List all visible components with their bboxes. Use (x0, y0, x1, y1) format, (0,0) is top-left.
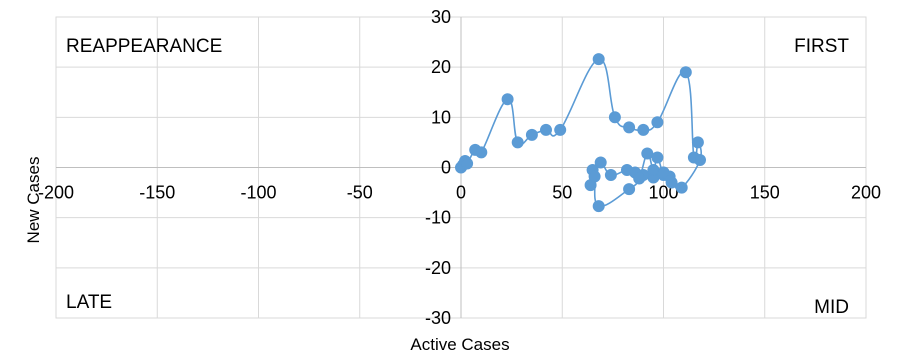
y-tick-label-1: -20 (425, 258, 451, 278)
data-point-9 (540, 123, 552, 136)
data-point-14 (637, 123, 650, 136)
x-tick-label-0: -200 (38, 183, 74, 203)
data-point-13 (623, 121, 636, 134)
y-tick-label-4: 10 (431, 107, 451, 127)
data-point-8 (525, 128, 538, 141)
data-series (455, 53, 706, 213)
y-tick-label-3: 0 (441, 158, 451, 178)
x-tick-label-3: -50 (347, 183, 373, 203)
x-tick-label-7: 150 (750, 183, 780, 203)
x-tick-label-4: 0 (456, 183, 466, 203)
x-tick-label-2: -100 (240, 183, 276, 203)
data-point-34 (633, 172, 646, 185)
data-point-18 (691, 136, 704, 149)
data-point-12 (608, 111, 621, 124)
y-tick-label-2: -10 (425, 208, 451, 228)
y-axis-title: New Cases (24, 157, 43, 244)
data-point-20 (675, 181, 688, 194)
quadrant-label-top-right: FIRST (794, 36, 849, 57)
x-tick-label-1: -150 (139, 183, 175, 203)
data-point-15 (651, 116, 664, 129)
data-point-6 (501, 93, 514, 106)
data-point-10 (554, 123, 567, 136)
data-point-27 (604, 169, 617, 181)
data-point-35 (641, 147, 654, 160)
data-point-28 (594, 156, 607, 169)
data-point-26 (621, 164, 633, 176)
x-tick-label-5: 50 (552, 183, 572, 203)
x-axis-title: Active Cases (410, 335, 509, 354)
y-tick-label-6: 30 (431, 7, 451, 27)
data-point-5 (475, 146, 488, 159)
x-tick-label-8: 200 (851, 183, 881, 203)
data-point-7 (511, 136, 524, 149)
data-point-32 (592, 200, 605, 213)
data-point-3 (461, 157, 474, 170)
y-tick-label-0: -30 (425, 308, 451, 328)
data-point-31 (588, 170, 601, 183)
data-point-16 (679, 66, 692, 79)
data-point-37 (651, 151, 664, 164)
data-point-19 (694, 154, 706, 166)
data-point-33 (623, 183, 636, 196)
quadrant-label-bottom-left: LATE (66, 292, 112, 313)
quadrant-label-bottom-right: MID (814, 297, 849, 318)
data-point-36 (647, 164, 660, 176)
data-point-40 (657, 166, 670, 179)
y-tick-label-5: 20 (431, 57, 451, 77)
quadrant-label-top-left: REAPPEARANCE (66, 36, 222, 57)
chart-labels: REAPPEARANCE FIRST LATE MID Active Cases… (24, 36, 849, 354)
data-point-11 (592, 53, 605, 66)
